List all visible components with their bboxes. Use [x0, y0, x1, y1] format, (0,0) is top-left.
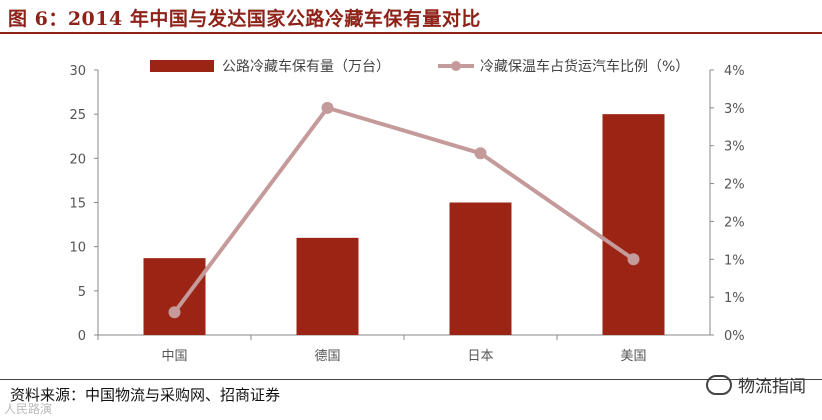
line-point: [474, 147, 487, 160]
x-tick-label: 中国: [161, 349, 187, 364]
series-line: [172, 105, 635, 314]
x-tick-label: 日本: [467, 349, 493, 364]
bar: [296, 237, 359, 335]
line-point: [321, 101, 334, 114]
right-tick-label: 3%: [724, 140, 745, 155]
bar: [143, 258, 206, 335]
legend-line-label: 冷藏保温车占货运汽车比例（%）: [480, 58, 689, 75]
line-point: [168, 306, 181, 319]
left-tick-label: 15: [69, 197, 86, 212]
line-point: [627, 253, 640, 266]
x-tick-label: 美国: [620, 349, 646, 364]
legend-bar-label: 公路冷藏车保有量（万台）: [222, 58, 390, 75]
chat-icon: [706, 375, 732, 395]
watermark-right: 物流指闻: [706, 372, 806, 397]
right-tick-label: 2%: [724, 215, 745, 230]
left-tick-label: 30: [69, 64, 86, 79]
title-divider: [0, 32, 822, 34]
left-tick-label: 5: [78, 285, 86, 300]
left-tick-label: 20: [69, 152, 86, 167]
bar: [602, 114, 665, 336]
x-tick-label: 德国: [314, 349, 340, 364]
bar: [449, 202, 512, 335]
right-tick-label: 2%: [724, 178, 745, 193]
right-tick-label: 3%: [724, 102, 745, 117]
chart: 0 5 10 15 20 25 30 0% 1% 1% 2% 2% 3% 3% 4% 中国 德国 日本 美国 公路冷藏…: [69, 58, 745, 364]
left-tick-label: 10: [69, 241, 86, 256]
left-tick-label: 25: [69, 108, 86, 123]
watermark-right-text: 物流指闻: [738, 377, 806, 397]
legend-bar-swatch: [150, 60, 214, 72]
right-tick-label: 1%: [724, 291, 745, 306]
page-title: 图 6：2014 年中国与发达国家公路冷藏车保有量对比: [8, 8, 481, 30]
right-tick-label: 4%: [724, 64, 745, 79]
watermark-left: 人民路演: [4, 402, 53, 416]
right-tick-label: 0%: [724, 329, 745, 344]
legend-line-marker: [451, 61, 461, 71]
right-tick-label: 1%: [724, 253, 745, 268]
source-note: 资料来源：中国物流与采购网、招商证券: [10, 386, 281, 404]
source-divider: [0, 379, 822, 380]
left-tick-label: 0: [78, 329, 86, 344]
